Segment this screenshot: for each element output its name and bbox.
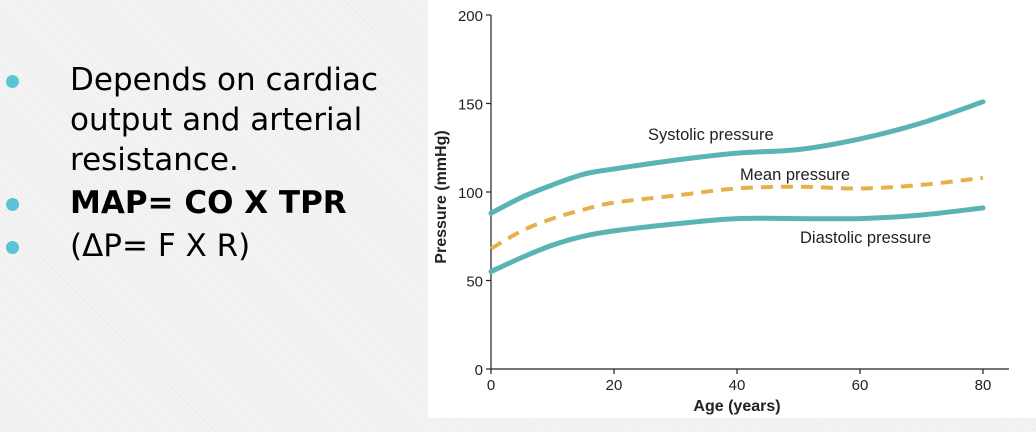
bullet-item: (ΔP= F X R) <box>0 226 420 266</box>
bullet-text: MAP= CO X TPR <box>70 183 420 223</box>
x-tick-label: 80 <box>975 377 992 394</box>
systolic-pressure-label: Systolic pressure <box>648 126 774 144</box>
bullet-line: resistance. <box>70 142 239 178</box>
bullet-list: Depends on cardiac output and arterial res… <box>0 60 420 269</box>
bullet-dot-icon <box>6 241 19 254</box>
bullet-item: Depends on cardiac output and arterial res… <box>0 60 420 180</box>
x-tick-label: 60 <box>852 377 869 394</box>
y-tick-label: 100 <box>458 185 483 202</box>
x-tick-label: 0 <box>487 377 495 394</box>
bullet-line: (ΔP= F X R) <box>70 228 251 264</box>
diastolic-pressure-label: Diastolic pressure <box>800 229 931 247</box>
y-tick-label: 200 <box>458 8 483 25</box>
y-axis-label: Pressure (mmHg) <box>433 130 450 263</box>
bullet-line: Depends on cardiac <box>70 62 379 98</box>
blood-pressure-chart: 0 50 100 150 200 0 20 40 60 80 Age (years) Pressure… <box>428 0 1036 418</box>
y-tick-label: 50 <box>466 274 483 291</box>
bullet-line: output and arterial <box>70 102 363 138</box>
mean-pressure-label: Mean pressure <box>740 166 850 184</box>
x-axis-label: Age (years) <box>693 398 780 415</box>
bullet-line: MAP= CO X TPR <box>70 185 347 221</box>
bullet-dot-icon <box>6 198 19 211</box>
chart-svg: 0 50 100 150 200 0 20 40 60 80 Age (years) Pressure… <box>433 8 1009 415</box>
diastolic-pressure-line <box>488 205 986 275</box>
x-tick-label: 20 <box>606 377 623 394</box>
y-tick-label: 150 <box>458 97 483 114</box>
bullet-text: Depends on cardiac output and arterial res… <box>70 60 420 180</box>
bullet-dot-icon <box>6 75 19 88</box>
bullet-item: MAP= CO X TPR <box>0 183 420 223</box>
systolic-pressure-line <box>488 99 986 216</box>
bullet-text: (ΔP= F X R) <box>70 226 420 266</box>
y-tick-label: 0 <box>475 362 483 379</box>
x-tick-label: 40 <box>729 377 746 394</box>
